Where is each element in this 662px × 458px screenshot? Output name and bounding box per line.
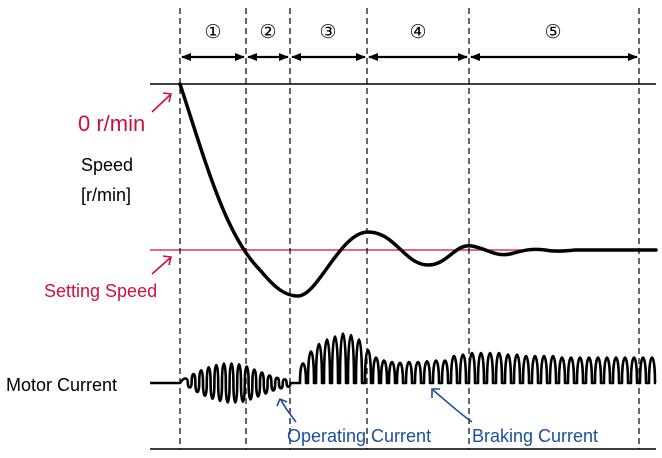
phase-label-3: ③	[319, 22, 336, 43]
red-pointers	[151, 92, 172, 275]
operating-current-pointer	[280, 399, 297, 423]
phase-label-4: ④	[409, 22, 426, 43]
zero-speed-label: 0 r/min	[78, 111, 145, 136]
phase-label-2: ②	[259, 22, 276, 43]
blue-pointers	[276, 388, 473, 423]
phase-label-5: ⑤	[544, 22, 561, 43]
zero-speed-pointer-head	[162, 92, 172, 103]
speed-unit-label: [r/min]	[81, 185, 131, 205]
operating-current-pointer-head	[276, 397, 288, 407]
phase-boundaries	[179, 8, 640, 449]
motor-current-label: Motor Current	[6, 375, 117, 395]
speed-axis-label: Speed	[81, 155, 133, 175]
setting-speed-label: Setting Speed	[44, 281, 157, 301]
operating-current-label: Operating Current	[287, 426, 431, 446]
motor-current-waveform	[150, 332, 657, 404]
setting-speed-pointer	[151, 257, 171, 275]
phase-label-1: ①	[204, 22, 221, 43]
zero-speed-pointer	[151, 94, 171, 113]
braking-current-label: Braking Current	[472, 426, 598, 446]
braking-current-pointer	[432, 389, 473, 423]
setting-speed-pointer-head	[162, 255, 172, 266]
speed-curve	[178, 82, 658, 298]
braking-current-pointer-head	[431, 388, 440, 398]
